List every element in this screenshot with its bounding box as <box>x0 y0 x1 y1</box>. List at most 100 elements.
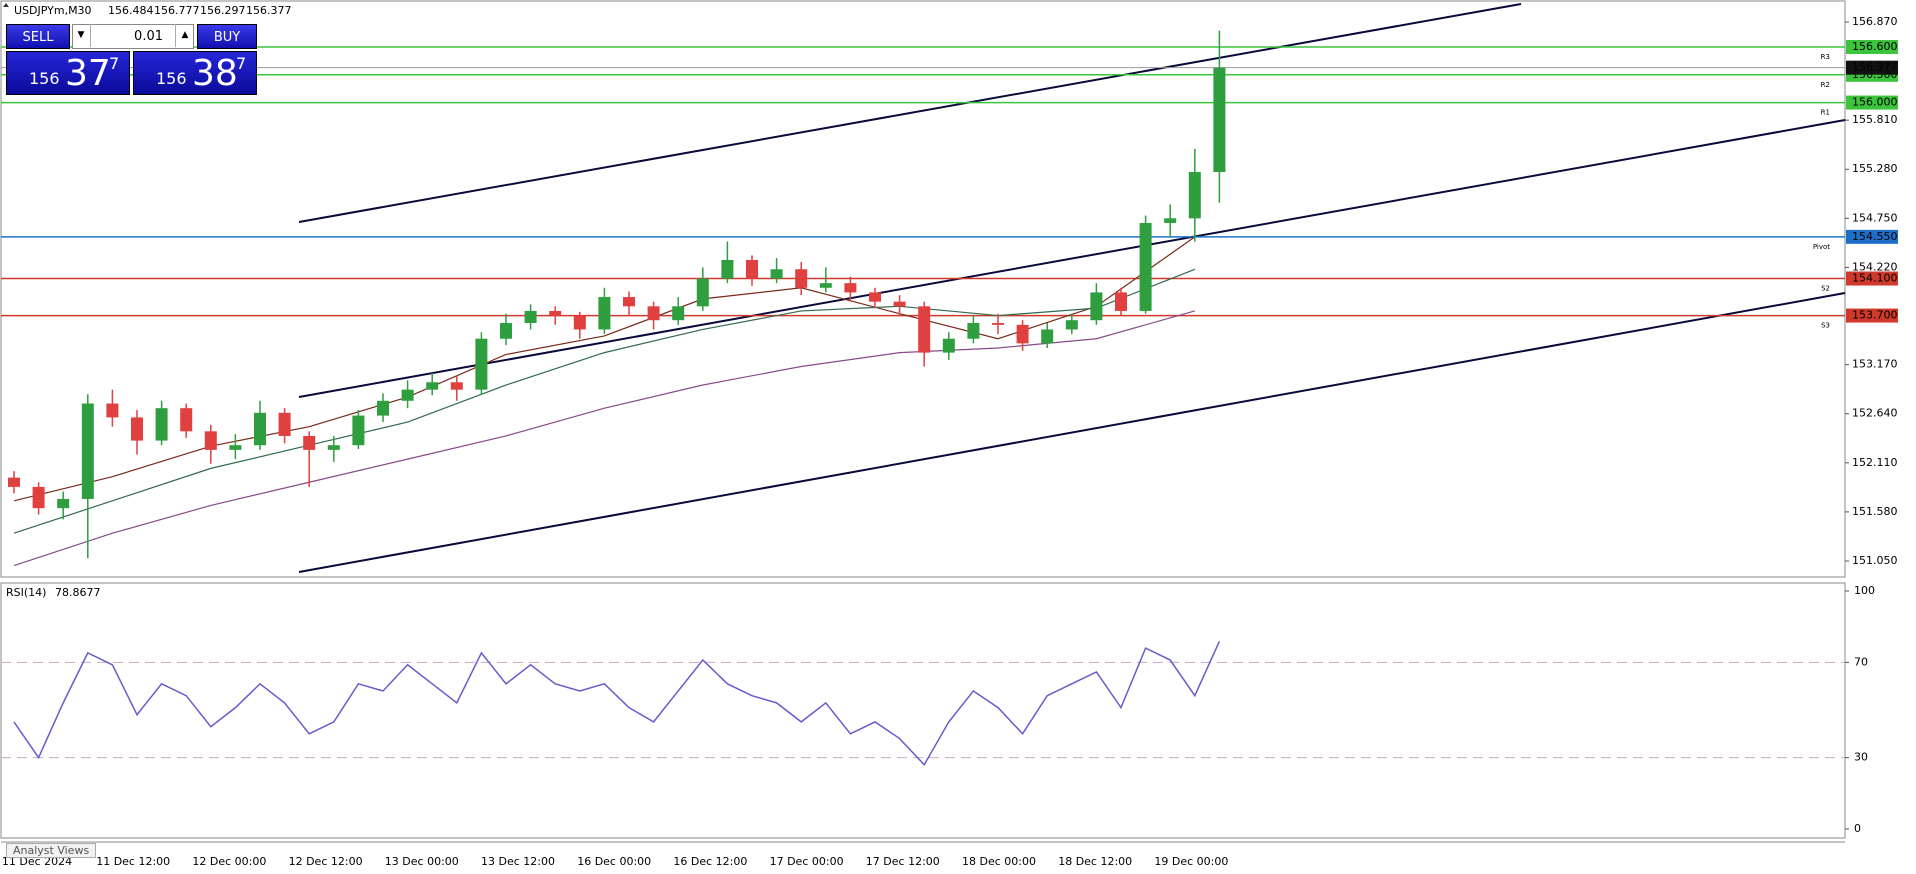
candle-body <box>696 278 709 307</box>
candle-body <box>204 431 217 450</box>
level-name: Pivot <box>1813 243 1830 251</box>
level-name: R1 <box>1821 109 1830 117</box>
candle-body <box>377 400 389 416</box>
current-price-box <box>1846 60 1898 75</box>
time-label: 13 Dec 00:00 <box>385 855 459 868</box>
bid-big-figure: 156 <box>29 69 60 88</box>
header-close: 156.377 <box>246 4 292 17</box>
channel-bottom <box>298 292 1846 573</box>
candle-body <box>1115 292 1127 311</box>
y-tick-label: 152.640 <box>1852 407 1898 420</box>
rsi-label: RSI(14) <box>6 586 46 599</box>
candle-body <box>598 297 611 330</box>
candle-body <box>327 445 340 450</box>
buy-button[interactable]: BUY <box>197 24 257 49</box>
bid-pips: 37 <box>65 53 111 94</box>
candle-body <box>967 322 980 339</box>
lot-input[interactable]: 0.01 <box>72 24 194 49</box>
candle-body <box>893 301 906 307</box>
candle-body <box>844 283 857 293</box>
header-high: 156.777 <box>154 4 200 17</box>
candle-body <box>8 477 20 487</box>
rsi-tick-label: 0 <box>1854 822 1861 835</box>
lot-increase[interactable]: ▲ <box>175 24 194 47</box>
level-name: R3 <box>1821 53 1830 61</box>
sell-button[interactable]: SELL <box>6 24 70 49</box>
time-label: 16 Dec 12:00 <box>673 855 747 868</box>
level-label: 154.100 <box>1852 272 1898 285</box>
channel-top <box>298 3 1522 223</box>
y-tick-label: 155.810 <box>1852 113 1898 126</box>
candle-body <box>450 382 463 390</box>
candle-body <box>721 260 734 279</box>
candle-body <box>180 408 193 432</box>
candle-body <box>672 306 685 321</box>
current-price-label: 156.377 <box>1852 61 1898 74</box>
time-label: 13 Dec 12:00 <box>481 855 555 868</box>
candle-body <box>106 403 119 418</box>
candle-body <box>32 486 45 509</box>
candle-body <box>1065 320 1078 330</box>
time-label: 19 Dec 00:00 <box>1154 855 1228 868</box>
time-label: 16 Dec 00:00 <box>577 855 651 868</box>
bid-fraction: 7 <box>109 54 120 73</box>
candle-body <box>475 338 488 390</box>
time-label: 18 Dec 00:00 <box>962 855 1036 868</box>
bid-price[interactable]: 156 37 7 <box>6 51 130 95</box>
y-tick-label: 153.170 <box>1852 358 1898 371</box>
time-label: 12 Dec 12:00 <box>289 855 363 868</box>
candle-body <box>1016 324 1029 344</box>
rsi-frame <box>0 582 1846 839</box>
candle-body <box>1139 222 1152 311</box>
y-tick-label: 155.280 <box>1852 162 1898 175</box>
candle-body <box>1188 172 1201 219</box>
candle-body <box>623 297 635 307</box>
candle-body <box>1213 67 1226 173</box>
candle-body <box>795 269 808 288</box>
candle-body <box>918 306 931 353</box>
candle-body <box>303 435 316 450</box>
symbol: USDJPYm,M30 <box>14 4 92 17</box>
candle-body <box>426 382 439 390</box>
candle-body <box>131 417 143 441</box>
candle-body <box>352 415 365 446</box>
time-label: 18 Dec 12:00 <box>1058 855 1132 868</box>
candle-body <box>1090 292 1103 321</box>
level-label-box <box>1846 229 1898 244</box>
level-label-box <box>1846 95 1898 110</box>
candle-body <box>746 260 758 279</box>
time-label: 11 Dec 2024 <box>2 855 72 868</box>
time-label: 17 Dec 00:00 <box>770 855 844 868</box>
candle-body <box>549 310 562 316</box>
candle-body <box>819 283 832 288</box>
level-name: R2 <box>1821 81 1830 89</box>
candle-body <box>57 498 70 509</box>
collapse-icon[interactable] <box>3 3 9 7</box>
channel-middle <box>298 119 1846 398</box>
lot-decrease[interactable]: ▼ <box>72 24 91 47</box>
rsi-tick-label: 100 <box>1854 584 1875 597</box>
level-label: 156.600 <box>1852 40 1898 53</box>
candle-body <box>992 322 1004 325</box>
moving-average <box>13 310 1195 567</box>
rsi-tick-label: 70 <box>1854 655 1868 668</box>
candle-body <box>500 322 512 339</box>
candle-body <box>401 389 414 401</box>
analyst-views-tab[interactable]: Analyst Views <box>6 843 97 858</box>
level-label: 154.550 <box>1852 230 1898 243</box>
rsi-tick-label: 30 <box>1854 751 1868 764</box>
level-name: S3 <box>1821 322 1830 330</box>
ask-price[interactable]: 156 38 7 <box>133 51 257 95</box>
time-label: 17 Dec 12:00 <box>866 855 940 868</box>
rsi-line <box>13 640 1221 766</box>
header-open: 156.484 <box>108 4 154 17</box>
candle-body <box>647 306 660 321</box>
main-frame <box>0 0 1846 578</box>
level-label-box <box>1846 308 1898 323</box>
candle-body <box>254 412 266 446</box>
candle-body <box>1164 218 1177 223</box>
y-tick-label: 154.750 <box>1852 211 1898 224</box>
ask-big-figure: 156 <box>156 69 187 88</box>
level-label: 153.700 <box>1852 309 1898 322</box>
ask-fraction: 7 <box>236 54 247 73</box>
